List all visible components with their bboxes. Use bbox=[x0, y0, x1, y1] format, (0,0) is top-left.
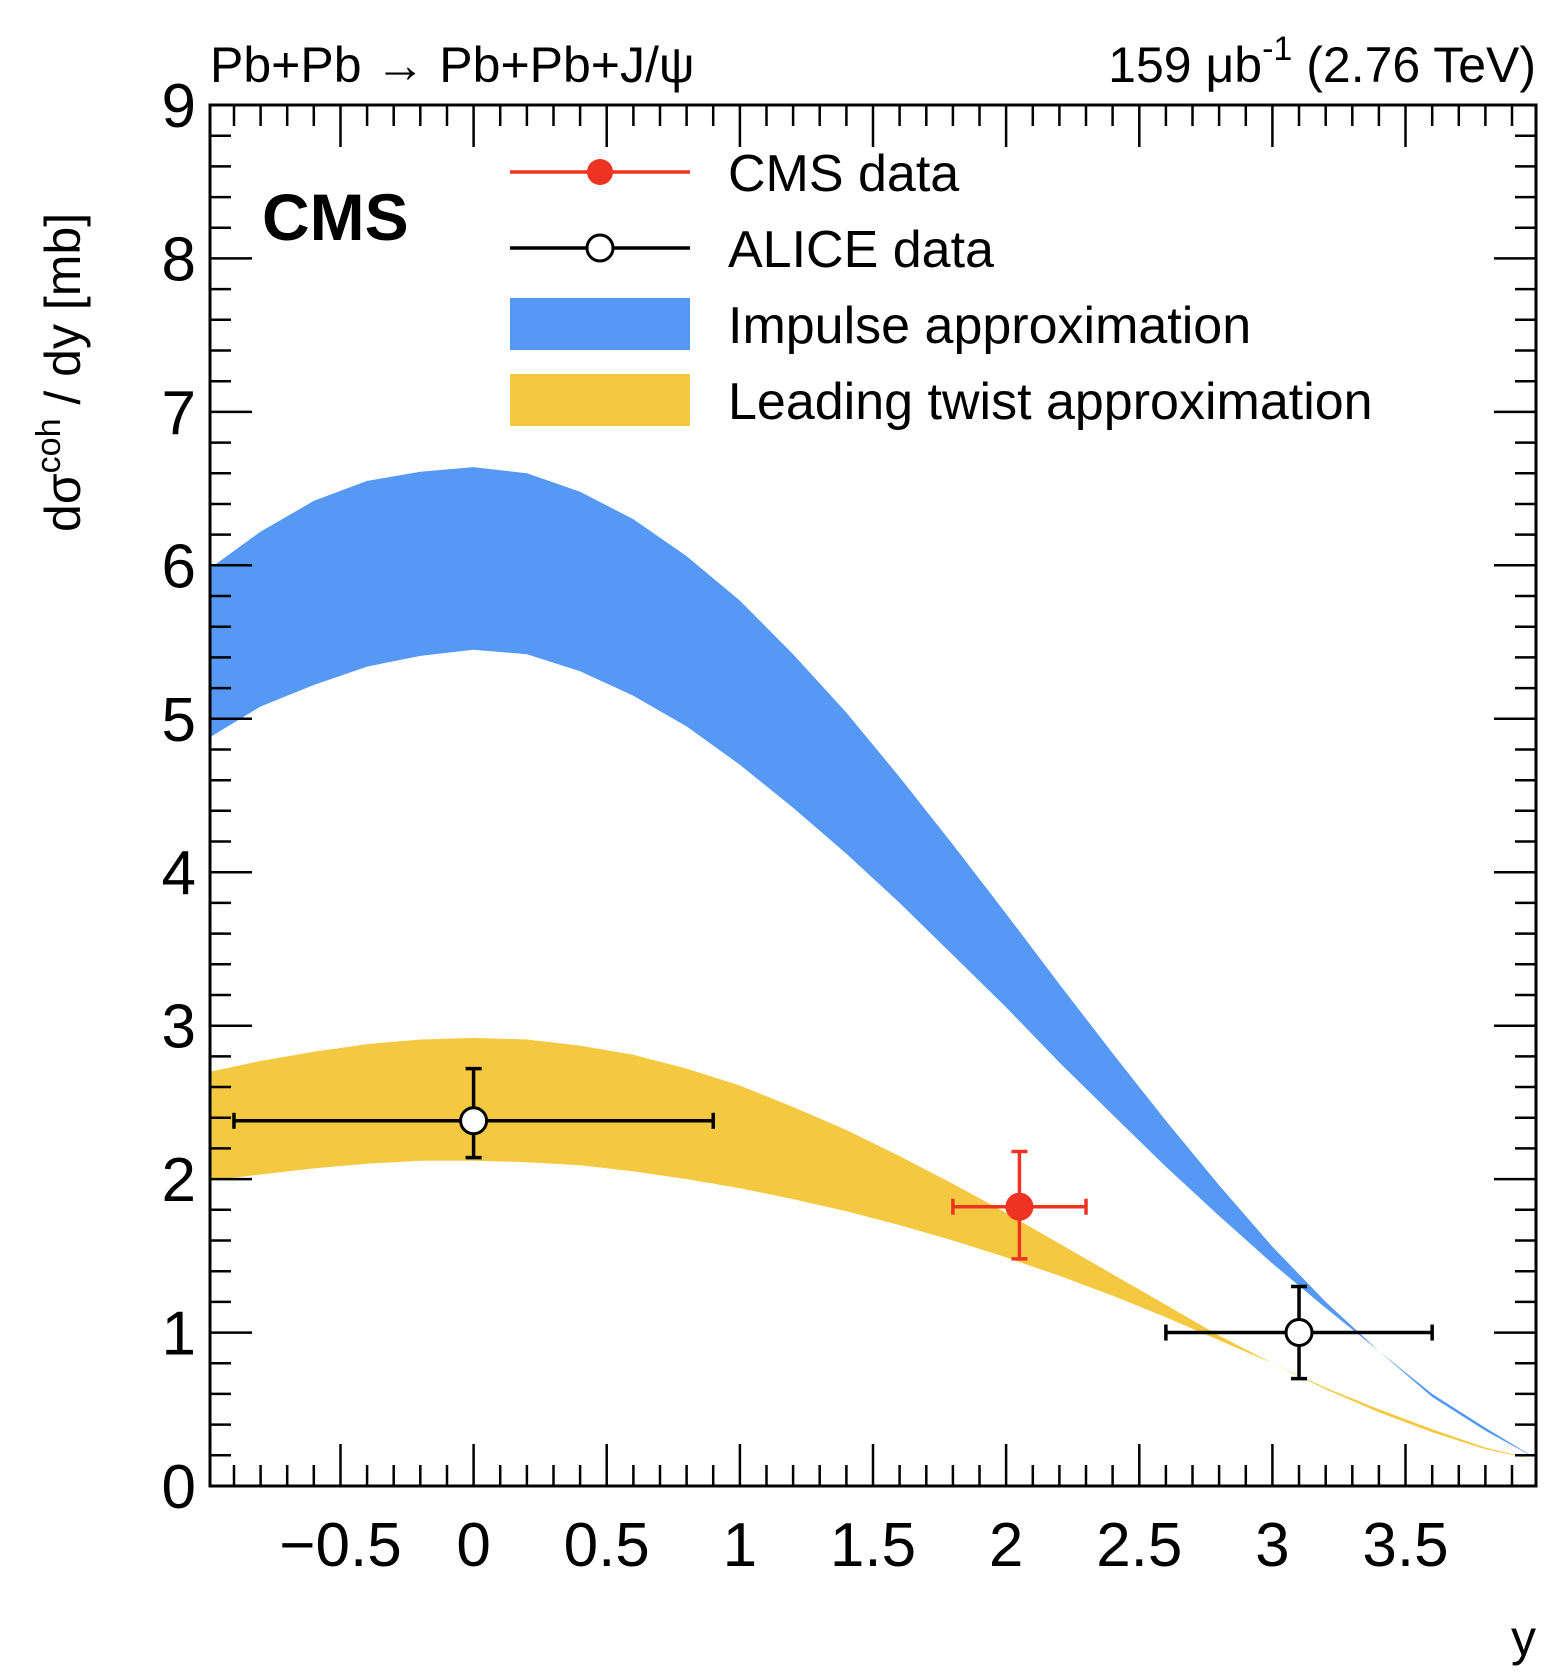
y-axis-title-sup: coh bbox=[30, 419, 68, 474]
y-tick-label: 9 bbox=[162, 72, 196, 141]
y-axis-title: dσcoh / dy [mb] bbox=[30, 213, 91, 532]
marker bbox=[1284, 1318, 1314, 1348]
y-tick-label: 3 bbox=[162, 993, 196, 1062]
data-point-alice-data bbox=[232, 1066, 715, 1160]
legend-item-impulse-approximation: Impulse approximation bbox=[510, 297, 1251, 355]
y-tick-label: 2 bbox=[162, 1146, 196, 1215]
y-tick-label: 7 bbox=[162, 379, 196, 448]
marker bbox=[459, 1106, 489, 1136]
x-tick-label: 2 bbox=[989, 1511, 1023, 1580]
points-layer bbox=[232, 1066, 1434, 1381]
x-tick-label: 2.5 bbox=[1096, 1511, 1182, 1580]
legend-item-cms-data: CMS data bbox=[510, 145, 959, 203]
x-tick-label: 0 bbox=[456, 1511, 490, 1580]
y-tick-label: 5 bbox=[162, 686, 196, 755]
header-right-base: 159 μb bbox=[1108, 37, 1262, 93]
header-left: Pb+Pb → Pb+Pb+J/ψ bbox=[210, 37, 695, 93]
data-point-cms-data bbox=[951, 1149, 1088, 1261]
x-tick-label: 1.5 bbox=[830, 1511, 916, 1580]
x-tick-label: 1 bbox=[723, 1511, 757, 1580]
header-right-rest: (2.76 TeV) bbox=[1292, 37, 1536, 93]
header-right: 159 μb-1 (2.76 TeV) bbox=[1108, 30, 1536, 93]
legend: CMS data ALICE data Impulse approximation L… bbox=[510, 145, 1373, 431]
y-tick-label: 8 bbox=[162, 225, 196, 294]
x-tick-label: −0.5 bbox=[279, 1511, 401, 1580]
legend-label: ALICE data bbox=[728, 221, 994, 279]
x-tick-label: 3.5 bbox=[1362, 1511, 1448, 1580]
x-tick-label: 0.5 bbox=[564, 1511, 650, 1580]
legend-marker bbox=[585, 233, 615, 263]
y-axis-title-pre: dσ bbox=[35, 473, 91, 532]
data-point-alice-data bbox=[1164, 1284, 1434, 1381]
ticks-layer bbox=[210, 103, 1536, 1488]
legend-label: CMS data bbox=[728, 145, 959, 203]
band-leading-twist-approximation bbox=[210, 1037, 1536, 1460]
legend-label: Leading twist approximation bbox=[728, 373, 1373, 431]
y-tick-label: 6 bbox=[162, 532, 196, 601]
legend-swatch bbox=[510, 298, 690, 350]
header-right-exp: -1 bbox=[1262, 30, 1292, 68]
legend-swatch bbox=[510, 374, 690, 426]
legend-label: Impulse approximation bbox=[728, 297, 1251, 355]
plot-frame bbox=[208, 103, 1538, 1488]
x-tick-label: 3 bbox=[1255, 1511, 1289, 1580]
tick-labels-layer: −0.5 0 0.5 1 1.5 2 2.5 3 3.5 0 1 2 3 4 5 6 7 8 9 bbox=[162, 72, 1449, 1580]
y-tick-label: 4 bbox=[162, 839, 196, 908]
band-impulse-approximation bbox=[210, 467, 1536, 1459]
cms-label: CMS bbox=[262, 180, 409, 254]
bands-layer bbox=[210, 467, 1536, 1460]
marker bbox=[1005, 1192, 1034, 1221]
legend-item-leading-twist-approximation: Leading twist approximation bbox=[510, 373, 1373, 431]
y-tick-label: 0 bbox=[162, 1453, 196, 1522]
legend-marker bbox=[587, 159, 613, 185]
x-axis-title: y bbox=[1511, 1610, 1536, 1666]
legend-item-alice-data: ALICE data bbox=[510, 221, 994, 279]
y-tick-label: 1 bbox=[162, 1300, 196, 1369]
y-axis-title-post: / dy [mb] bbox=[35, 213, 91, 419]
